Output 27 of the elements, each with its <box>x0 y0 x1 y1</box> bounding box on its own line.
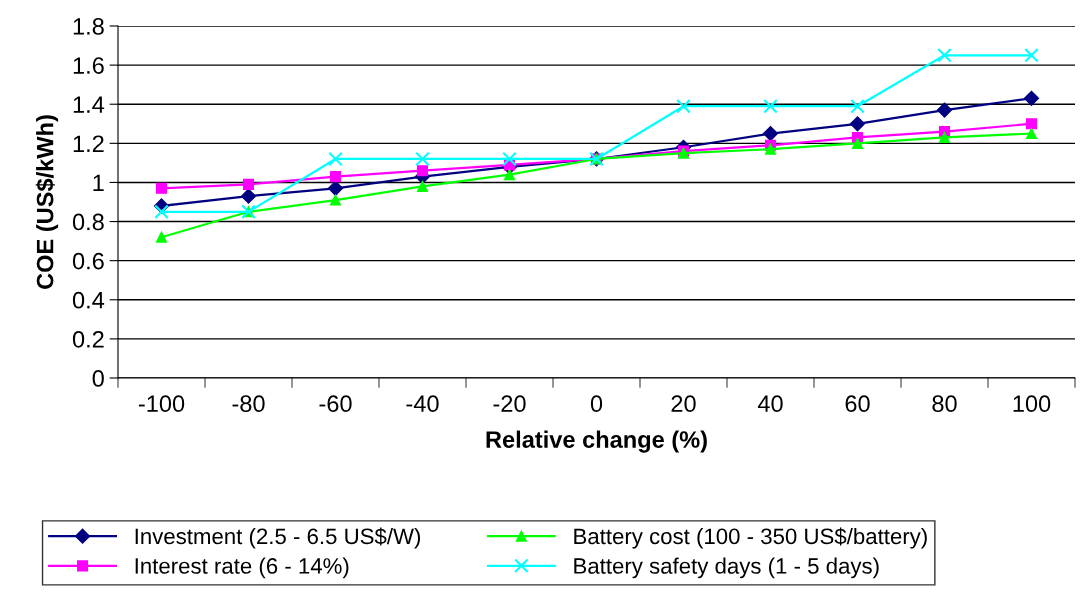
y-tick-label: 1.6 <box>73 57 104 74</box>
y-tick-label: 0.4 <box>72 291 105 309</box>
y-tick-label: 1 <box>93 174 104 191</box>
y-tick-label: 0.8 <box>72 213 104 231</box>
y-tick-label: 0.2 <box>72 330 104 348</box>
y-tick-label: 1.2 <box>73 135 104 152</box>
x-tick-label: 0 <box>590 395 603 413</box>
y-tick-label: 0.6 <box>72 252 104 270</box>
x-tick-label: 20 <box>671 395 696 413</box>
legend-label: Battery cost (100 - 350 US$/battery) <box>574 527 927 549</box>
y-axis-title: COE (US$/kWh) <box>35 115 59 289</box>
y-tick-label: 1.8 <box>73 18 104 35</box>
x-tick-label: 100 <box>1013 395 1051 413</box>
x-tick-label: -80 <box>232 395 265 413</box>
y-tick-label: 0 <box>92 370 104 387</box>
legend-label: Investment (2.5 - 6.5 US$/W) <box>135 527 421 549</box>
x-axis-title: Relative change (%) <box>486 430 707 453</box>
x-tick-label: -60 <box>319 395 352 413</box>
x-tick-label: -20 <box>493 395 526 413</box>
x-tick-label: 40 <box>757 395 783 413</box>
legend-label: Battery safety days (1 - 5 days) <box>574 557 879 579</box>
x-tick-label: -100 <box>138 395 185 413</box>
x-tick-label: 60 <box>845 395 870 413</box>
y-tick-label: 1.4 <box>73 96 105 113</box>
legend-label: Interest rate (6 - 14%) <box>135 557 349 579</box>
x-tick-label: 80 <box>932 395 957 413</box>
x-tick-label: -40 <box>406 395 439 413</box>
